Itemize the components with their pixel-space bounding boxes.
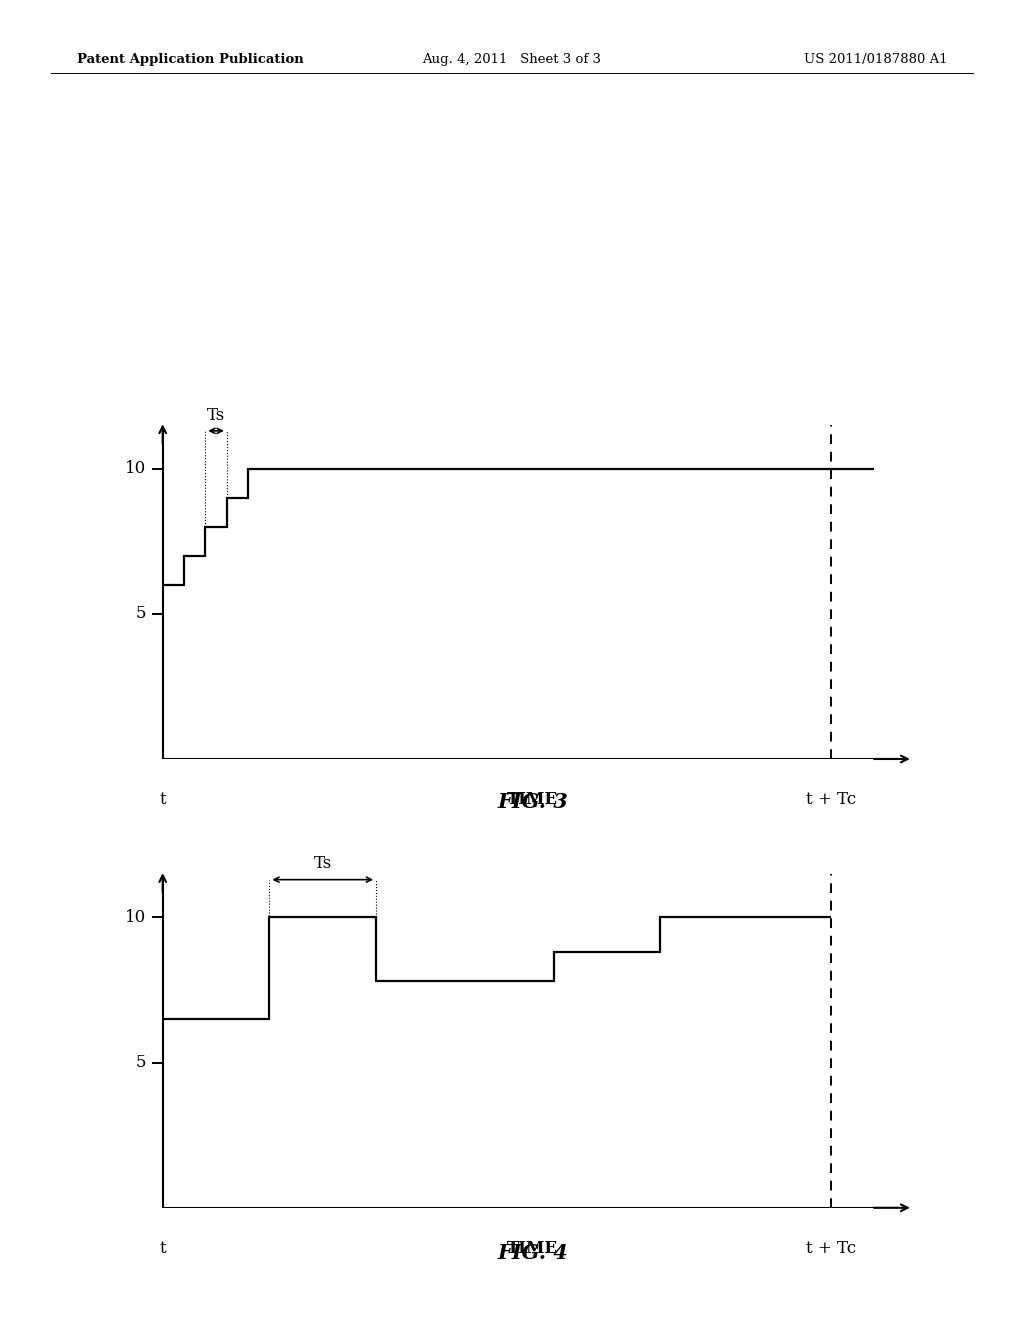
Text: US 2011/0187880 A1: US 2011/0187880 A1 [804, 53, 947, 66]
Text: TIME: TIME [507, 1239, 558, 1257]
Text: TIME: TIME [507, 791, 558, 808]
Text: Ts: Ts [207, 407, 225, 424]
Text: Patent Application Publication: Patent Application Publication [77, 53, 303, 66]
Text: t: t [160, 791, 166, 808]
Text: 5: 5 [135, 606, 145, 622]
Text: 5: 5 [135, 1055, 145, 1071]
Text: 10: 10 [125, 461, 145, 477]
Text: t: t [160, 1239, 166, 1257]
Text: t + Tc: t + Tc [806, 1239, 856, 1257]
Text: Aug. 4, 2011   Sheet 3 of 3: Aug. 4, 2011 Sheet 3 of 3 [423, 53, 601, 66]
Text: FIG. 3: FIG. 3 [497, 792, 568, 812]
Text: 10: 10 [125, 909, 145, 925]
Text: FIG. 4: FIG. 4 [497, 1243, 568, 1263]
Text: t + Tc: t + Tc [806, 791, 856, 808]
Text: Ts: Ts [313, 855, 332, 873]
